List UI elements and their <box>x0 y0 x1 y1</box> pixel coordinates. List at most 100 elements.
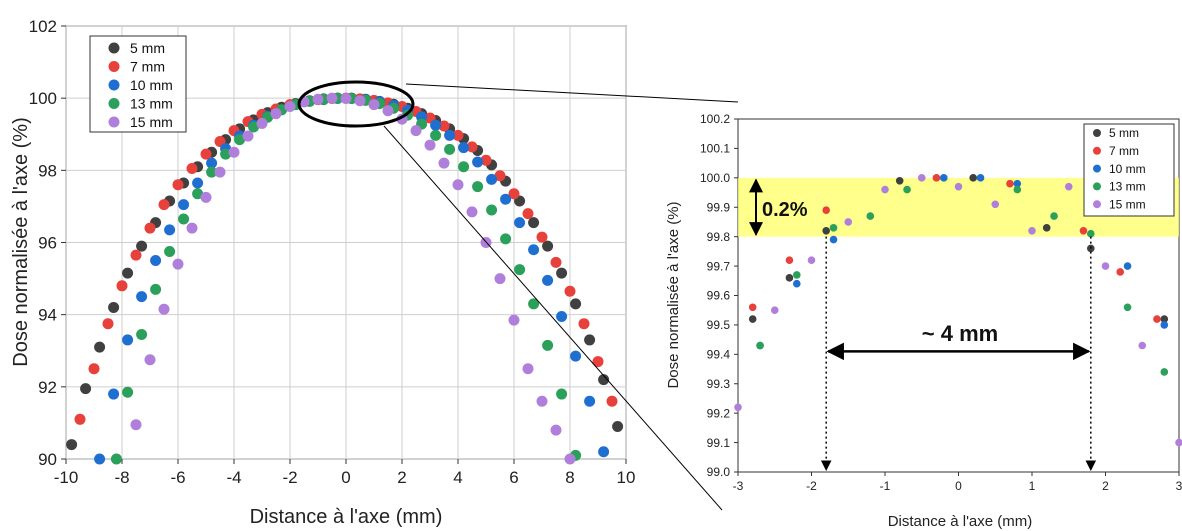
annotations <box>749 178 1097 472</box>
data-point-series-2 <box>528 244 540 256</box>
data-point-series-4 <box>508 314 520 326</box>
data-point-series-2 <box>542 274 554 286</box>
data-point-series-4 <box>1064 182 1073 191</box>
data-point-series-1 <box>1079 226 1088 235</box>
y-tick-label: 99.8 <box>707 230 731 244</box>
data-point-series-3 <box>1160 368 1169 376</box>
data-point-series-4 <box>130 419 142 431</box>
data-point-series-3 <box>1013 185 1022 194</box>
data-point-series-0 <box>136 240 148 252</box>
legend: 5 mm 7 mm 10 mm 13 mm 15 mm <box>1083 123 1175 217</box>
data-point-series-4 <box>770 306 779 315</box>
data-point-series-3 <box>1050 212 1058 220</box>
data-point-series-1 <box>822 206 830 214</box>
data-point-series-4 <box>881 185 889 194</box>
data-point-series-4 <box>807 256 816 265</box>
y-tick-label: 99.2 <box>707 406 731 420</box>
y-tick-label: 99.4 <box>707 348 731 362</box>
width-label: ~ 4 mm <box>922 321 998 346</box>
data-point-series-2 <box>1160 321 1169 329</box>
data-point-series-2 <box>164 224 176 236</box>
data-point-series-2 <box>122 334 134 346</box>
x-tick-label: 3 <box>1176 479 1182 493</box>
data-point-series-4 <box>340 93 352 105</box>
data-point-series-2 <box>829 235 838 244</box>
data-point-series-3 <box>472 181 484 193</box>
data-point-series-1 <box>466 141 478 153</box>
data-point-series-2 <box>108 388 120 400</box>
data-point-series-4 <box>200 191 212 203</box>
data-point-series-4 <box>326 92 338 104</box>
data-point-series-1 <box>494 170 506 182</box>
y-tick-label: 99.3 <box>707 377 731 391</box>
data-point-series-0 <box>748 315 757 323</box>
data-point-series-3 <box>164 246 176 258</box>
legend-label: 7 mm <box>130 58 165 74</box>
data-point-series-2 <box>136 291 148 303</box>
zoom-connector-top <box>405 83 739 103</box>
data-point-series-3 <box>234 134 246 146</box>
x-tick-label: -6 <box>170 468 185 487</box>
legend-label: 15 mm <box>130 114 173 130</box>
data-point-series-1 <box>550 256 562 268</box>
data-point-series-4 <box>382 105 394 117</box>
data-point-series-4 <box>917 174 926 182</box>
data-point-series-3 <box>903 185 911 194</box>
data-point-series-3 <box>136 329 148 341</box>
data-point-series-4 <box>354 95 366 107</box>
data-point-series-2 <box>178 199 190 211</box>
legend-label: 10 mm <box>1109 162 1146 176</box>
legend-marker <box>1093 146 1101 155</box>
data-point-series-2 <box>444 129 456 141</box>
data-point-series-2 <box>472 156 484 168</box>
y-tick-label: 99.1 <box>707 436 731 450</box>
data-points <box>734 174 1182 447</box>
data-point-series-4 <box>438 157 450 169</box>
data-point-series-1 <box>172 179 184 191</box>
data-point-series-0 <box>822 226 830 235</box>
data-point-series-3 <box>528 298 540 310</box>
data-points <box>66 92 624 465</box>
data-point-series-4 <box>522 363 534 375</box>
data-point-series-3 <box>486 204 498 216</box>
data-point-series-2 <box>486 173 498 185</box>
data-point-series-3 <box>793 271 801 279</box>
data-point-series-1 <box>592 356 604 368</box>
band-label: 0.2% <box>762 199 808 221</box>
y-tick-label: 92 <box>38 378 57 397</box>
x-tick-label: -3 <box>733 479 744 493</box>
legend-label: 7 mm <box>1109 144 1139 158</box>
data-point-series-2 <box>458 142 470 154</box>
data-point-series-1 <box>452 129 464 141</box>
legend-label: 5 mm <box>130 40 165 56</box>
data-point-series-2 <box>206 157 218 169</box>
data-point-series-0 <box>1160 315 1169 323</box>
legend-marker <box>108 42 120 54</box>
data-point-series-1 <box>748 303 757 312</box>
data-point-series-1 <box>102 318 114 330</box>
data-point-series-1 <box>158 199 170 211</box>
data-point-series-1 <box>88 363 100 375</box>
data-point-series-3 <box>248 121 260 133</box>
legend-marker <box>108 98 120 109</box>
chart-main: -10 -8 -6 -4 -2 0 2 4 6 8 10 90 92 94 96 98 100 102 Dist… <box>10 17 635 528</box>
legend-marker <box>1093 182 1101 191</box>
x-tick-label: 10 <box>617 468 636 487</box>
x-tick-label: -8 <box>114 468 129 487</box>
legend: 5 mm 7 mm 10 mm 13 mm 15 mm <box>89 35 187 133</box>
x-tick-label: 2 <box>397 468 406 487</box>
data-point-series-0 <box>1042 224 1051 232</box>
data-point-series-2 <box>514 217 526 229</box>
data-point-series-2 <box>976 174 985 182</box>
data-point-series-1 <box>144 222 156 234</box>
legend-marker <box>1093 129 1101 137</box>
data-point-series-2 <box>793 279 801 288</box>
data-point-series-2 <box>584 395 596 407</box>
y-tick-label: 99.5 <box>707 318 731 332</box>
data-point-series-4 <box>452 179 464 191</box>
data-point-series-2 <box>94 453 106 465</box>
data-point-series-4 <box>256 117 268 129</box>
data-point-series-0 <box>556 267 568 279</box>
data-point-series-3 <box>430 129 442 141</box>
y-tick-label: 99.9 <box>707 200 731 214</box>
